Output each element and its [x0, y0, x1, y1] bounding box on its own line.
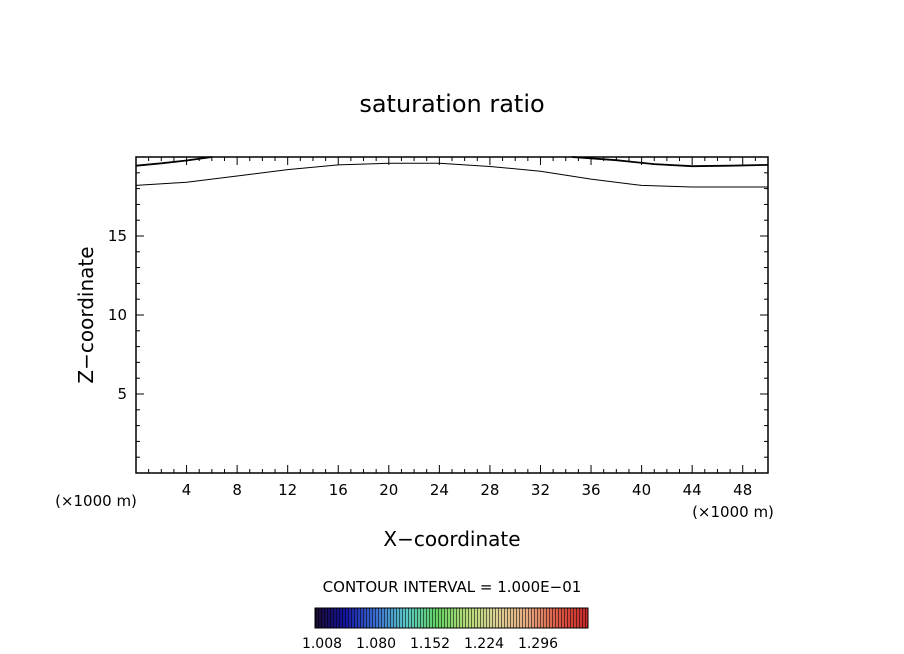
y-tick-label: 10: [108, 306, 127, 324]
colorbar-frame: [314, 607, 589, 629]
upper-contour-right: [572, 156, 769, 168]
x-tick-label: 24: [430, 481, 449, 499]
x-unit-left: (×1000 m): [55, 492, 137, 510]
colorbar-label: 1.080: [356, 636, 396, 652]
colorbar-label: 1.152: [410, 636, 450, 652]
x-tick-label: 44: [683, 481, 702, 499]
x-tick-label: 20: [379, 481, 398, 499]
x-tick-label: 16: [329, 481, 348, 499]
x-tick-labels: 4 8 12 16 20 24 28 32 36 40 44 48: [182, 481, 752, 499]
x-tick-label: 32: [531, 481, 550, 499]
y-tick-label: 15: [108, 227, 127, 245]
plot-frame: [135, 156, 769, 474]
contour-interval-label: CONTOUR INTERVAL = 1.000E−01: [323, 578, 582, 596]
x-tick-label: 12: [278, 481, 297, 499]
colorbar-label: 1.224: [464, 636, 504, 652]
colorbar-label: 1.008: [302, 636, 342, 652]
y-tick-label: 5: [117, 385, 127, 403]
contour-lines: [135, 156, 769, 188]
plot-area: [135, 156, 769, 474]
chart-title: saturation ratio: [359, 90, 544, 118]
colorbar-labels: 1.008 1.080 1.152 1.224 1.296: [302, 636, 558, 652]
y-tick-labels: 5 10 15: [108, 227, 127, 403]
x-tick-label: 36: [581, 481, 600, 499]
colorbar-label: 1.296: [518, 636, 558, 652]
colorbar-stripes: [315, 608, 588, 628]
lower-contour: [135, 162, 768, 188]
axis-ticks: [136, 157, 768, 473]
x-unit-right: (×1000 m): [692, 503, 774, 521]
x-tick-label: 8: [232, 481, 242, 499]
colorbar: [314, 607, 589, 629]
x-axis-label: X−coordinate: [383, 527, 520, 551]
x-tick-label: 48: [733, 481, 752, 499]
x-tick-label: 40: [632, 481, 651, 499]
y-axis-label: Z−coordinate: [74, 246, 98, 383]
x-tick-label: 28: [480, 481, 499, 499]
x-tick-label: 4: [182, 481, 192, 499]
